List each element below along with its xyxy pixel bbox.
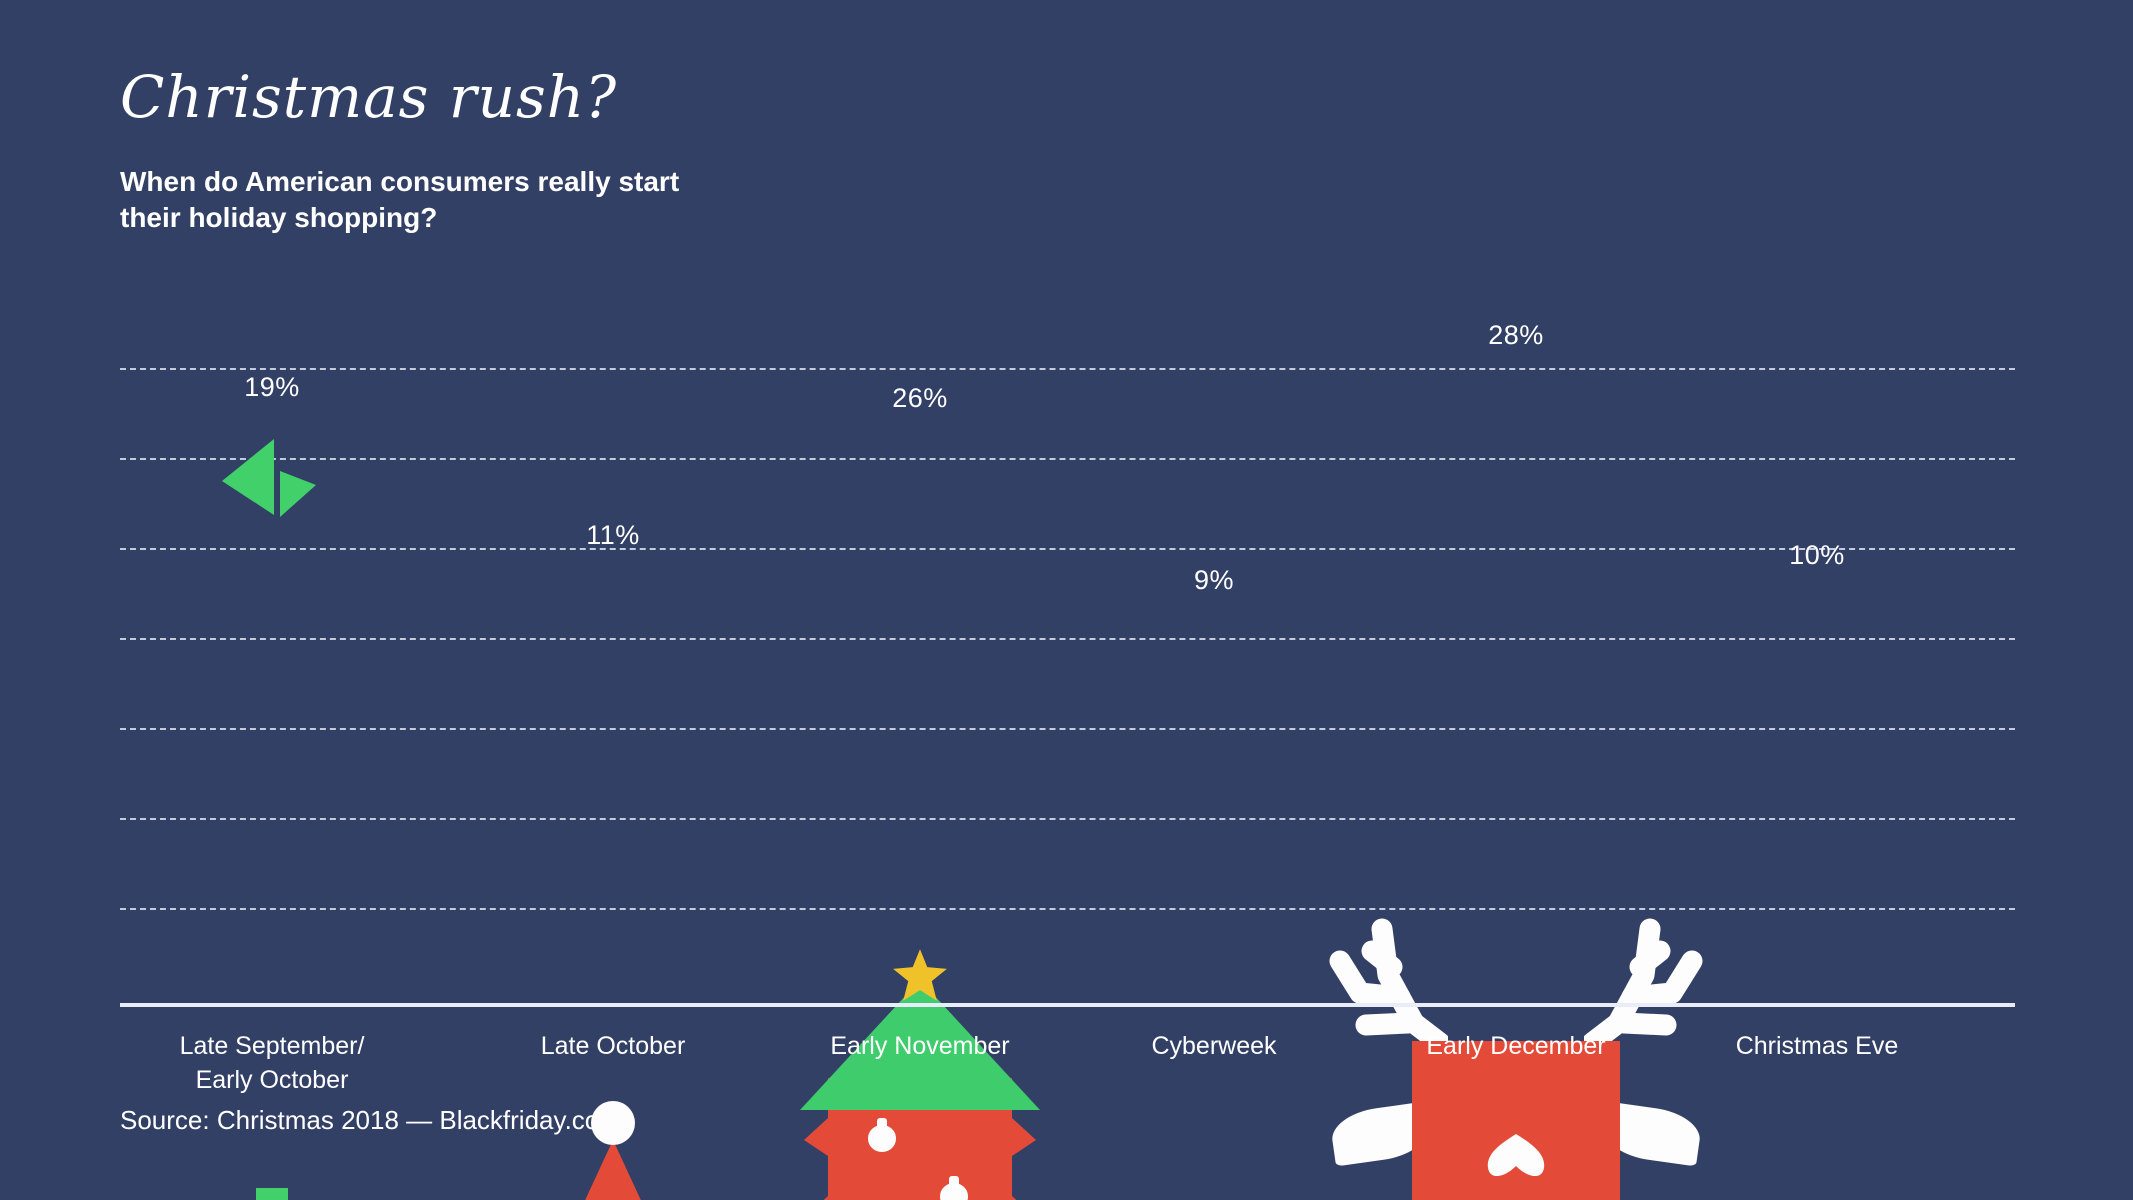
- tree-bauble-icon: [868, 1118, 896, 1152]
- tree-bauble-icon: [940, 1176, 968, 1200]
- x-label-line-2: Early October: [195, 1065, 349, 1094]
- page-title: Christmas rush?: [120, 63, 618, 131]
- santa-hat-pompom-icon: [591, 1101, 635, 1145]
- gridline-10: [120, 818, 2015, 820]
- tree-top-triangle: [800, 980, 1040, 1110]
- x-label-line-1: Late September/: [179, 1032, 365, 1060]
- x-axis-label-cyberweek: Cyberweek: [1072, 1030, 1356, 1064]
- bar-group-late-september-early-october[interactable]: 19%: [170, 360, 374, 1200]
- gridline-25: [120, 548, 2015, 550]
- tree-star-icon: [893, 949, 947, 1001]
- bar-value-label: 19%: [244, 372, 300, 402]
- gridline-30: [120, 458, 2015, 460]
- bar-group-early-november[interactable]: 26%: [800, 360, 1040, 1200]
- plot-area: [120, 360, 2015, 1008]
- reindeer-nose-icon: [1487, 1134, 1545, 1177]
- bar-value-label: 9%: [1193, 565, 1235, 595]
- reindeer-antler-left-icon: [1329, 918, 1448, 1050]
- gridline-15: [120, 728, 2015, 730]
- gift-ribbon-vertical: [256, 1188, 288, 1200]
- bar-group-late-october[interactable]: 11%: [511, 360, 715, 1200]
- x-axis-label-late-october: Late October: [471, 1030, 755, 1064]
- reindeer-antler-right-icon: [1584, 918, 1703, 1050]
- bar-value-label: 26%: [892, 383, 948, 413]
- x-axis-label-late-september-early-october: Late September/ Early October: [130, 1030, 414, 1098]
- bar-value-label: 11%: [586, 520, 640, 550]
- bar-group-early-december[interactable]: 28%: [1328, 320, 1704, 1200]
- chart-subtitle: When do American consumers really start …: [120, 166, 680, 233]
- gridline-5: [120, 908, 2015, 910]
- x-axis-label-early-november: Early November: [778, 1030, 1062, 1064]
- bar-value-label: 10%: [1789, 540, 1845, 570]
- bar-group-cyberweek[interactable]: 9%: [1112, 360, 1316, 1200]
- bar-value-label: 28%: [1488, 320, 1544, 350]
- x-axis-label-early-december: Early December: [1374, 1030, 1658, 1064]
- bar-rect: [1412, 1041, 1620, 1200]
- gridline-35: [120, 368, 2015, 370]
- santa-hat-cone-icon: [585, 1140, 641, 1200]
- x-label-line-1: Christmas Eve: [1735, 1032, 1899, 1060]
- gift-bow-icon: [222, 439, 316, 517]
- x-label-line-1: Late October: [540, 1032, 686, 1060]
- x-axis-baseline: [120, 1003, 2015, 1007]
- bar-group-christmas-eve[interactable]: 10%: [1713, 360, 1921, 1200]
- x-label-line-1: Early November: [830, 1032, 1010, 1060]
- gridline-20: [120, 638, 2015, 640]
- x-label-line-1: Cyberweek: [1151, 1032, 1277, 1060]
- source-note: Source: Christmas 2018 — Blackfriday.com: [120, 1105, 621, 1135]
- chart-header: Christmas rush? When do American consume…: [120, 68, 740, 236]
- x-axis-label-christmas-eve: Christmas Eve: [1675, 1030, 1959, 1064]
- x-label-line-1: Early December: [1426, 1032, 1606, 1060]
